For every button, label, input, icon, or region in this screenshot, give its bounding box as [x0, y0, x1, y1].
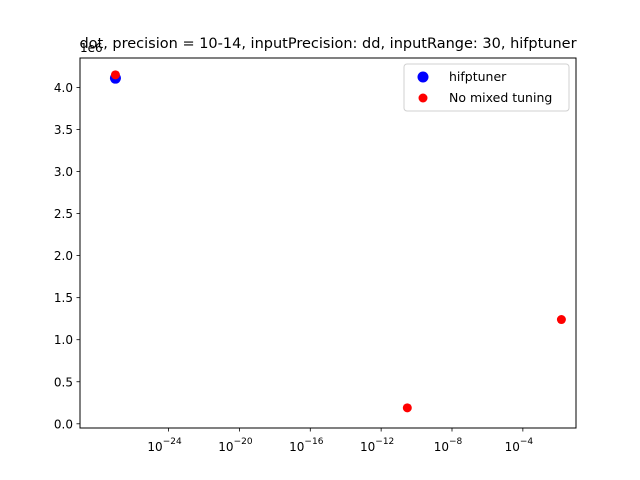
legend-box: [403, 63, 570, 112]
chart-title: dot, precision = 10-14, inputPrecision: …: [79, 36, 576, 52]
y-tick-label: 0.0: [54, 417, 73, 431]
data-points: [109, 70, 566, 413]
y-tick-label: 0.5: [54, 375, 73, 389]
x-tick-label: 10−16: [289, 437, 324, 454]
legend-label-hifptuner: hifptuner: [449, 69, 507, 84]
legend: hifptuner No mixed tuning: [403, 63, 570, 112]
x-tick-label: 10−4: [505, 437, 534, 454]
legend-marker-hifptuner: [417, 71, 429, 83]
y-tick-label: 4.0: [54, 81, 73, 95]
y-tick-label: 2.0: [54, 249, 73, 263]
plot-frame: [79, 57, 577, 429]
y-tick-label: 3.0: [54, 165, 73, 179]
y-offset-label: 1e6: [80, 41, 103, 55]
x-tick-label: 10−20: [218, 437, 253, 454]
x-tick-label: 10−8: [434, 437, 463, 454]
data-point-no-mixed-tuning: [556, 315, 566, 325]
x-axis: 10−24 10−20 10−16 10−12 10−8 10−4: [147, 428, 533, 454]
y-tick-label: 2.5: [54, 207, 73, 221]
y-axis: 0.0 0.5 1.0 1.5 2.0 2.5 3.0 3.5 4.0: [54, 81, 80, 431]
legend-label-no-mixed-tuning: No mixed tuning: [449, 90, 552, 105]
legend-marker-no-mixed-tuning: [418, 93, 428, 103]
data-point-no-mixed-tuning: [402, 403, 412, 413]
y-tick-label: 3.5: [54, 123, 73, 137]
data-point-no-mixed-tuning: [110, 70, 120, 80]
y-tick-label: 1.0: [54, 333, 73, 347]
y-tick-label: 1.5: [54, 291, 73, 305]
x-tick-label: 10−12: [360, 437, 394, 454]
x-tick-label: 10−24: [147, 437, 182, 454]
